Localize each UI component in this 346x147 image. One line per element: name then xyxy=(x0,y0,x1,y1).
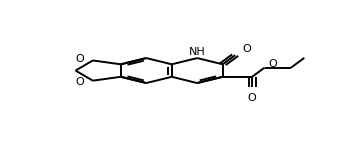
Text: O: O xyxy=(242,44,251,54)
Text: O: O xyxy=(75,77,84,87)
Text: O: O xyxy=(248,93,256,103)
Text: NH: NH xyxy=(189,47,206,57)
Text: O: O xyxy=(75,54,84,64)
Text: O: O xyxy=(268,59,277,69)
